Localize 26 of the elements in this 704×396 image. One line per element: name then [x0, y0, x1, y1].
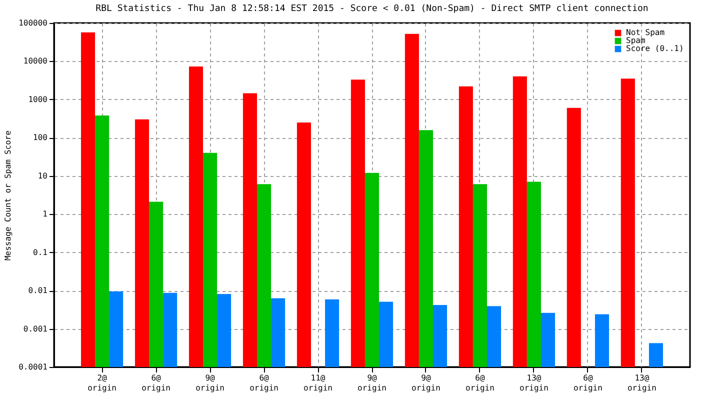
- x-tick-label: 6@ origin: [574, 374, 603, 392]
- y-tick-label: 10000: [23, 56, 48, 66]
- legend-label: Score (0..1): [626, 44, 684, 53]
- x-tick-label: 6@ origin: [466, 374, 495, 392]
- y-tick-label: 0.01: [28, 286, 48, 296]
- x-tick-label: 2@ origin: [88, 374, 117, 392]
- x-tick-label: 13@ origin: [627, 374, 657, 392]
- y-tick-label: 10: [38, 171, 48, 180]
- y-tick-label: 1: [42, 210, 48, 219]
- y-axis-title: Message Count or Spam Score: [4, 130, 13, 261]
- y-tick-label: 100: [33, 133, 48, 142]
- x-tick-label: 9@ origin: [196, 374, 225, 392]
- legend-label: Spam: [626, 36, 646, 45]
- x-tick-label: 6@ origin: [142, 374, 171, 392]
- y-tick-label: 0.0001: [18, 362, 48, 372]
- y-tick-label: 0.001: [23, 324, 48, 334]
- x-tick-label: 9@ origin: [412, 374, 441, 392]
- x-tick-label: 13@ origin: [520, 374, 549, 392]
- x-tick-label: 6@ origin: [250, 374, 279, 392]
- chart-title: RBL Statistics - Thu Jan 8 12:58:14 EST 2015 - Score < 0.01 (Non-Spam) - Direct SMTP client connection: [96, 4, 648, 14]
- y-tick-label: 1000: [28, 94, 48, 104]
- y-tick-label: 0.1: [33, 248, 48, 257]
- y-tick-label: 100000: [18, 18, 48, 28]
- x-tick-label: 9@ origin: [358, 374, 387, 392]
- legend-label: Not Spam: [626, 28, 665, 37]
- x-tick-label: 11@ origin: [304, 374, 333, 392]
